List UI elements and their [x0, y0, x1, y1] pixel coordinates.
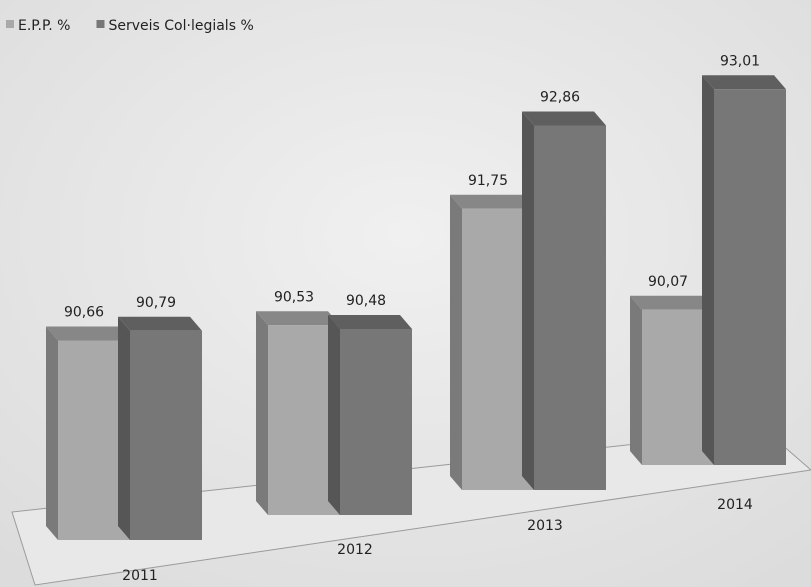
data-label: 91,75 [468, 173, 508, 189]
bar-side [630, 295, 642, 465]
bar-side [256, 311, 268, 515]
bar [130, 330, 202, 540]
bar-top [522, 111, 606, 126]
bar-side [702, 75, 714, 465]
bar [340, 329, 412, 515]
bar-top [702, 75, 786, 90]
data-label: 90,79 [136, 295, 176, 311]
bar-side [522, 111, 534, 490]
x-tick-label: 2011 [122, 568, 158, 584]
x-tick-label: 2014 [717, 497, 753, 513]
bar-side [450, 194, 462, 490]
data-label: 90,48 [346, 293, 386, 309]
bar-top [256, 311, 340, 326]
x-tick-label: 2012 [337, 542, 373, 558]
legend-label: E.P.P. % [18, 18, 70, 34]
bar-top [630, 295, 714, 310]
bar-top [450, 194, 534, 209]
bar-top [328, 315, 412, 329]
data-label: 90,07 [648, 274, 688, 290]
bar [714, 89, 786, 465]
bar-side [46, 326, 58, 540]
data-label: 93,01 [720, 53, 760, 69]
bar [534, 125, 606, 490]
legend-label: Serveis Col·legials % [108, 18, 253, 34]
bar-side [118, 316, 130, 540]
data-label: 90,66 [64, 305, 104, 321]
bar-top [46, 326, 130, 341]
x-tick-label: 2013 [527, 518, 563, 534]
legend-swatch [6, 20, 14, 28]
data-label: 90,53 [274, 289, 314, 305]
bar-top [118, 316, 202, 331]
bar-side [328, 315, 340, 515]
data-label: 92,86 [540, 90, 580, 106]
legend-swatch [96, 20, 105, 28]
